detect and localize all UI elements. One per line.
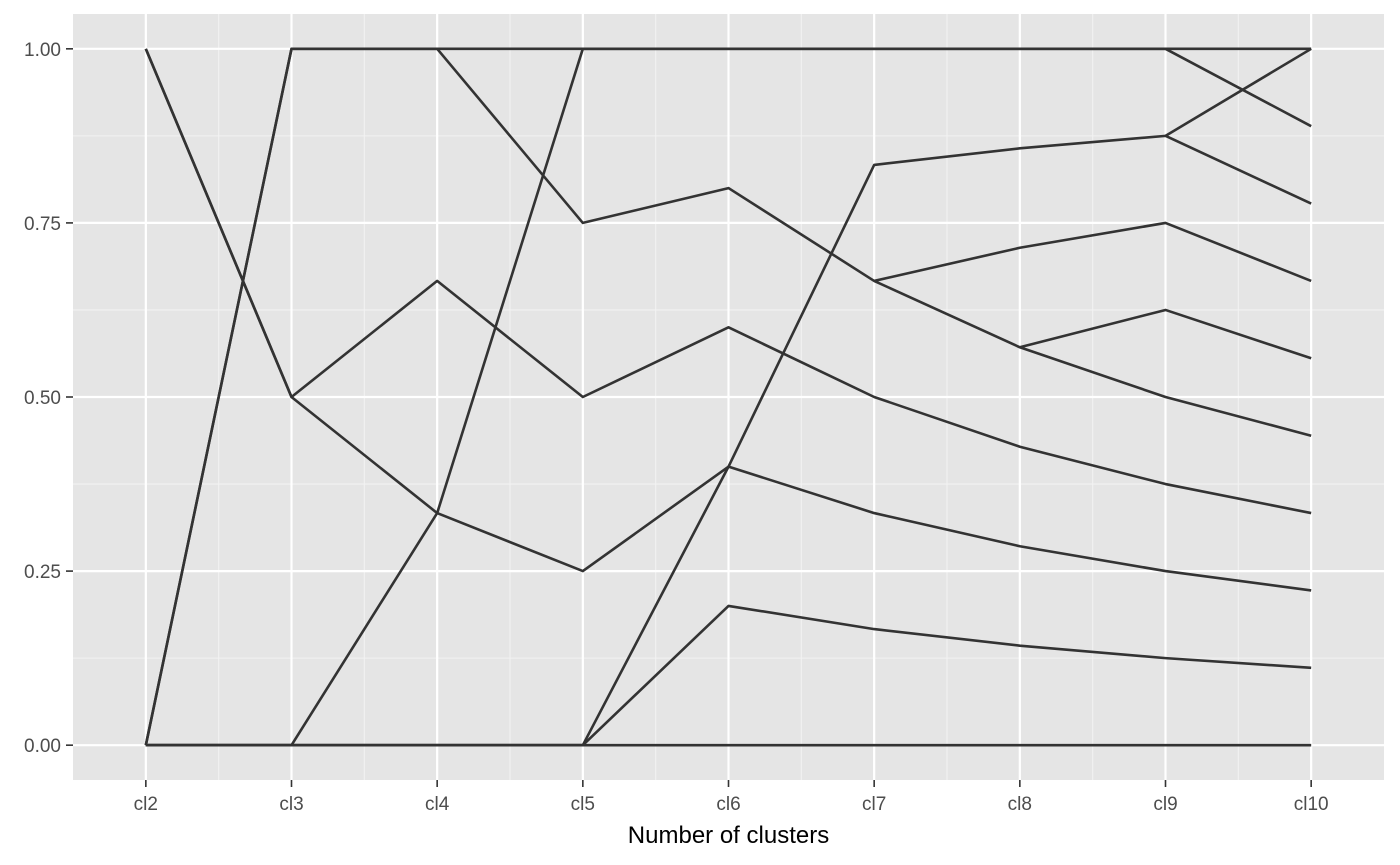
x-tick-label-cl9: cl9 (1153, 794, 1177, 815)
series-line-10 (1019, 308, 1312, 360)
x-tick-label-cl4: cl4 (425, 794, 450, 815)
y-axis-ticks: 0.00 0.25 0.50 0.75 1.00 (24, 40, 73, 757)
y-tick-label: 0.75 (24, 214, 61, 235)
x-tick-label-cl3: cl3 (279, 794, 303, 815)
x-tick-label-cl7: cl7 (862, 794, 886, 815)
x-axis-title: Number of clusters (628, 822, 829, 849)
x-tick-label-cl5: cl5 (571, 794, 595, 815)
series-layer (144, 47, 1312, 747)
series-line-11 (1164, 47, 1312, 137)
y-tick-label: 0.00 (24, 736, 61, 757)
series-line-9 (873, 221, 1312, 283)
x-tick-label-cl10: cl10 (1294, 794, 1329, 815)
y-tick-label: 1.00 (24, 40, 61, 61)
series-line-1 (144, 48, 1312, 515)
x-tick-label-cl2: cl2 (134, 794, 158, 815)
y-tick-label: 0.25 (24, 562, 61, 583)
grid-major (73, 14, 1384, 780)
y-tick-label: 0.50 (24, 388, 61, 409)
series-line-5 (145, 47, 1312, 747)
x-tick-label-cl6: cl6 (716, 794, 740, 815)
x-axis-ticks: cl2 cl3 cl4 cl5 cl6 cl7 cl8 cl9 cl10 (134, 780, 1329, 815)
x-tick-label-cl8: cl8 (1008, 794, 1032, 815)
